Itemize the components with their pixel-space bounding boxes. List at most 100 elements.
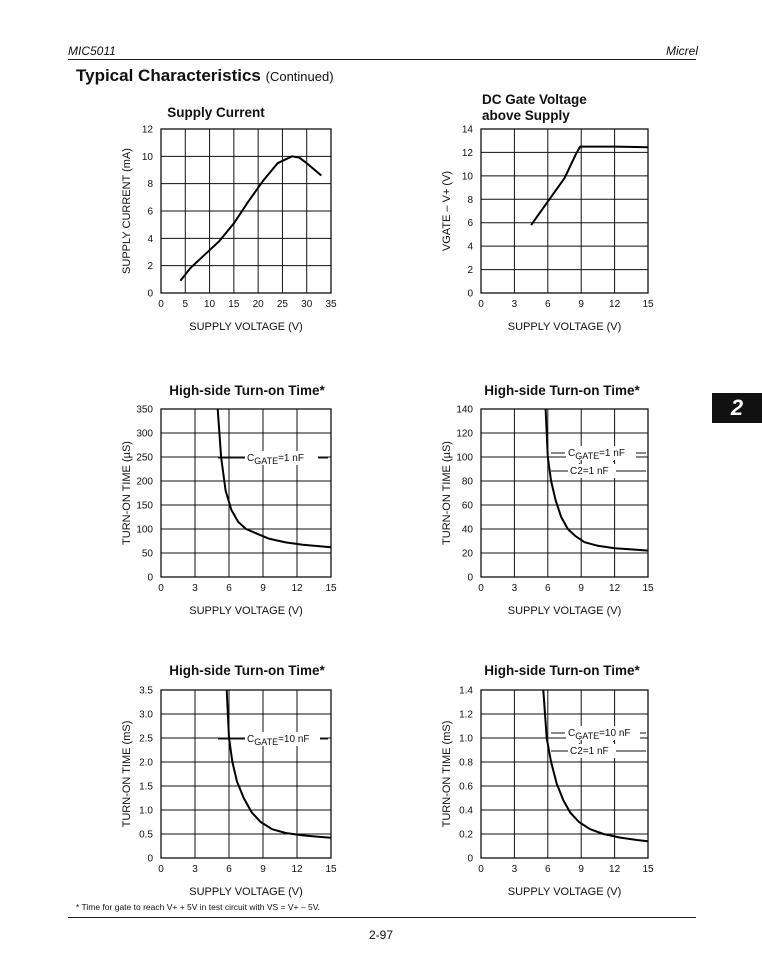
chart-6: 0 3 6 9 12 15 0 0.2 0.4 0.6 0.8 1.0 1.2 1.4 SUPPLY VOL… (441, 663, 654, 898)
x-tick-label: 35 (325, 299, 337, 310)
annotation-label: CGATE=1 nF (568, 448, 625, 461)
series-line (544, 408, 649, 552)
x-axis-label: SUPPLY VOLTAGE (V) (189, 886, 303, 898)
x-tick-label: 0 (478, 864, 484, 875)
y-axis-label: TURN-ON TIME (µS) (441, 441, 453, 545)
x-tick-label: 3 (512, 583, 518, 594)
section-title-sub: (Continued) (265, 69, 334, 84)
y-tick-label: 0 (147, 289, 153, 300)
x-tick-label: 9 (578, 583, 584, 594)
x-tick-label: 6 (226, 583, 232, 594)
x-tick-label: 15 (642, 299, 654, 310)
x-tick-label: 9 (578, 864, 584, 875)
plot-frame (480, 689, 649, 859)
section-tab: 2 (712, 393, 762, 423)
chart-title: High-side Turn-on Time* (169, 663, 325, 678)
annotation-dots: · (612, 736, 615, 747)
annotation-bg (566, 446, 636, 460)
plot-frame (160, 408, 332, 578)
section-title: Typical Characteristics (Continued) (76, 66, 334, 86)
y-tick-label: 100 (136, 525, 153, 536)
x-tick-label: 3 (192, 864, 198, 875)
annotation-bg (245, 732, 320, 746)
y-tick-label: 350 (136, 405, 153, 416)
y-tick-label: 0.5 (139, 830, 153, 841)
x-tick-label: 15 (325, 864, 337, 875)
plot-frame (160, 128, 332, 294)
annotation-bg (566, 744, 616, 758)
y-tick-label: 10 (462, 171, 474, 182)
x-tick-label: 20 (253, 299, 265, 310)
x-tick-label: 15 (325, 583, 337, 594)
x-tick-label: 15 (228, 299, 240, 310)
y-tick-label: 4 (467, 242, 473, 253)
x-axis-label: SUPPLY VOLTAGE (V) (508, 605, 622, 617)
annotation-dots: · (612, 456, 615, 467)
y-tick-label: 6 (467, 218, 473, 229)
x-tick-label: 15 (642, 864, 654, 875)
plot-frame (480, 408, 649, 578)
y-tick-label: 80 (462, 477, 474, 488)
annotation-label-2: C2=1 nF (570, 746, 609, 757)
y-tick-label: 0.2 (459, 830, 473, 841)
annotation-label-2: C2=1 nF (570, 466, 609, 477)
y-tick-label: 300 (136, 429, 153, 440)
y-tick-label: 0 (147, 573, 153, 584)
y-tick-label: 1.4 (459, 686, 473, 697)
document-header-right: Micrel (666, 44, 698, 58)
y-tick-label: 14 (462, 125, 474, 136)
series-line (530, 145, 649, 226)
x-tick-label: 0 (478, 299, 484, 310)
x-tick-label: 0 (158, 299, 164, 310)
y-tick-label: 12 (142, 125, 154, 136)
y-tick-label: 3.5 (139, 686, 153, 697)
chart-4: 0 3 6 9 12 15 0 20 40 60 80 100 120 140 SUPPLY VOLTAGE… (441, 383, 654, 617)
x-axis-label: SUPPLY VOLTAGE (V) (508, 886, 622, 898)
x-tick-label: 12 (609, 864, 621, 875)
y-tick-label: 0.8 (459, 758, 473, 769)
y-tick-label: 6 (147, 207, 153, 218)
chart-title: High-side Turn-on Time* (484, 663, 640, 678)
y-tick-label: 8 (147, 179, 153, 190)
y-tick-label: 1.0 (459, 734, 473, 745)
series-line (216, 408, 332, 549)
plot-frame (480, 128, 649, 294)
series-line (542, 689, 649, 843)
y-tick-label: 0.6 (459, 782, 473, 793)
y-tick-label: 0 (147, 854, 153, 865)
footer-rule (68, 917, 696, 918)
y-tick-label: 2.5 (139, 734, 153, 745)
y-axis-label: TURN-ON TIME (µS) (121, 441, 133, 545)
x-tick-label: 6 (545, 864, 551, 875)
x-tick-label: 3 (192, 583, 198, 594)
y-axis-label: TURN-ON TIME (mS) (441, 721, 453, 828)
y-tick-label: 0.4 (459, 806, 473, 817)
page-number: 2-97 (368, 928, 394, 942)
x-tick-label: 3 (512, 299, 518, 310)
annotation-bg (245, 451, 318, 465)
y-tick-label: 0 (467, 289, 473, 300)
y-tick-label: 100 (456, 453, 473, 464)
annotation-label: CGATE=10 nF (247, 734, 310, 747)
section-title-main: Typical Characteristics (76, 66, 261, 85)
y-axis-label: TURN-ON TIME (mS) (121, 721, 133, 828)
chart-title: High-side Turn-on Time* (169, 383, 325, 398)
x-tick-label: 6 (226, 864, 232, 875)
document-header-left: MIC5011 (68, 44, 116, 58)
x-tick-label: 12 (609, 299, 621, 310)
footnote: * Time for gate to reach V+ + 5V in test… (76, 902, 320, 912)
x-tick-label: 25 (277, 299, 289, 310)
series-line (225, 689, 332, 839)
y-axis-label: SUPPLY CURRENT (mA) (121, 148, 133, 274)
y-tick-label: 2.0 (139, 758, 153, 769)
y-tick-label: 1.2 (459, 710, 473, 721)
y-axis-label: VGATE – V+ (V) (441, 171, 453, 251)
y-tick-label: 4 (147, 234, 153, 245)
x-axis-label: SUPPLY VOLTAGE (V) (508, 321, 622, 333)
annotation-dots: : (578, 456, 581, 467)
x-tick-label: 12 (291, 583, 303, 594)
chart-title-line: above Supply (482, 108, 570, 123)
chart-2: 0 3 6 9 12 15 0 2 4 6 8 10 12 14 SUPPLY VOLTAGE (V) VGA… (441, 92, 654, 333)
